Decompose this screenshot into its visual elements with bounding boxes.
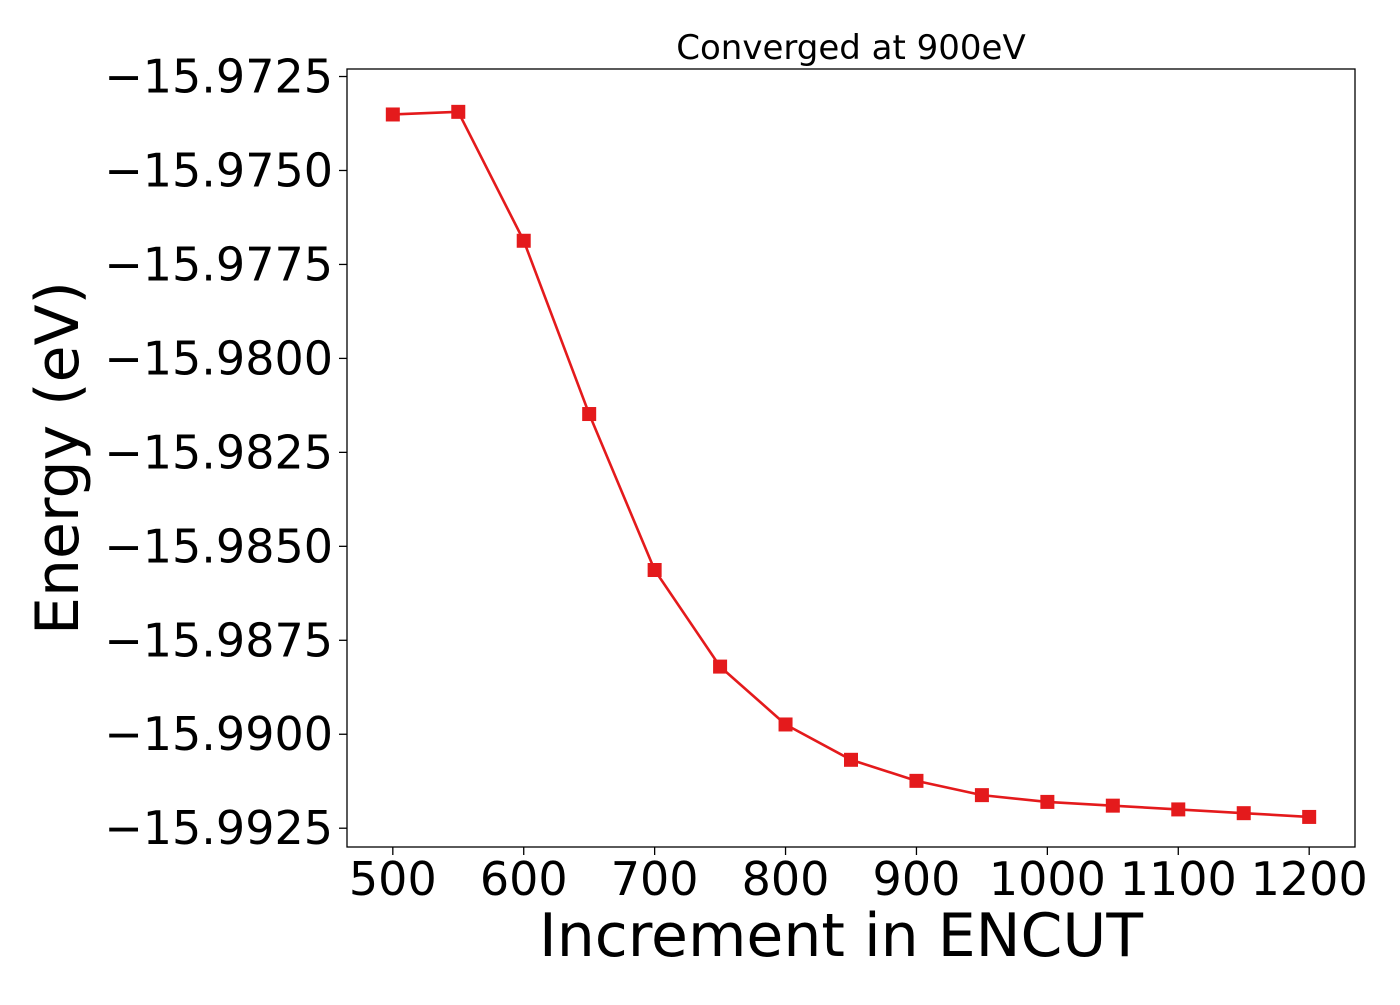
x-tick-label: 800 — [742, 852, 830, 906]
data-point-marker — [1040, 794, 1055, 809]
data-point-marker — [713, 659, 728, 674]
y-tick-label: −15.9850 — [104, 519, 333, 573]
x-tick-label: 500 — [349, 852, 437, 906]
x-tick-label: 1200 — [1251, 852, 1368, 906]
x-tick-label: 1100 — [1120, 852, 1237, 906]
y-tick-label: −15.9725 — [104, 50, 333, 104]
y-tick-label: −15.9900 — [104, 707, 333, 761]
x-axis-ticks: 500 600 700 800 900 1000 1100 1200 — [349, 847, 1368, 906]
x-tick-label: 600 — [480, 852, 568, 906]
data-point-marker — [451, 104, 466, 119]
data-point-marker — [1171, 802, 1186, 817]
y-tick-label: −15.9800 — [104, 331, 333, 385]
x-axis-label: Increment in ENCUT — [539, 901, 1143, 971]
y-axis-label: Energy (eV) — [23, 281, 93, 635]
data-point-marker — [974, 788, 989, 803]
y-tick-label: −15.9825 — [104, 425, 333, 479]
y-tick-label: −15.9750 — [104, 143, 333, 197]
y-tick-label: −15.9925 — [104, 801, 333, 855]
data-point-marker — [516, 233, 531, 248]
y-tick-label: −15.9775 — [104, 237, 333, 291]
data-point-marker — [909, 773, 924, 788]
plot-frame — [346, 68, 1356, 848]
data-point-marker — [1302, 809, 1317, 824]
x-tick-label: 1000 — [989, 852, 1106, 906]
data-point-marker — [1236, 806, 1251, 821]
y-tick-label: −15.9875 — [104, 613, 333, 667]
data-point-marker — [582, 407, 597, 422]
data-point-marker — [647, 563, 662, 578]
data-point-marker — [1105, 798, 1120, 813]
data-point-marker — [385, 107, 400, 122]
data-point-marker — [844, 752, 858, 767]
x-tick-label: 900 — [873, 852, 961, 906]
y-axis-ticks: −15.9725 −15.9750 −15.9775 −15.9800 −15.9825… — [104, 50, 347, 855]
data-point-marker — [778, 717, 793, 732]
chart-title: Converged at 900eV — [676, 28, 1025, 68]
series-line — [392, 110, 1310, 819]
x-tick-label: 700 — [611, 852, 699, 906]
series-layer — [385, 104, 1317, 824]
